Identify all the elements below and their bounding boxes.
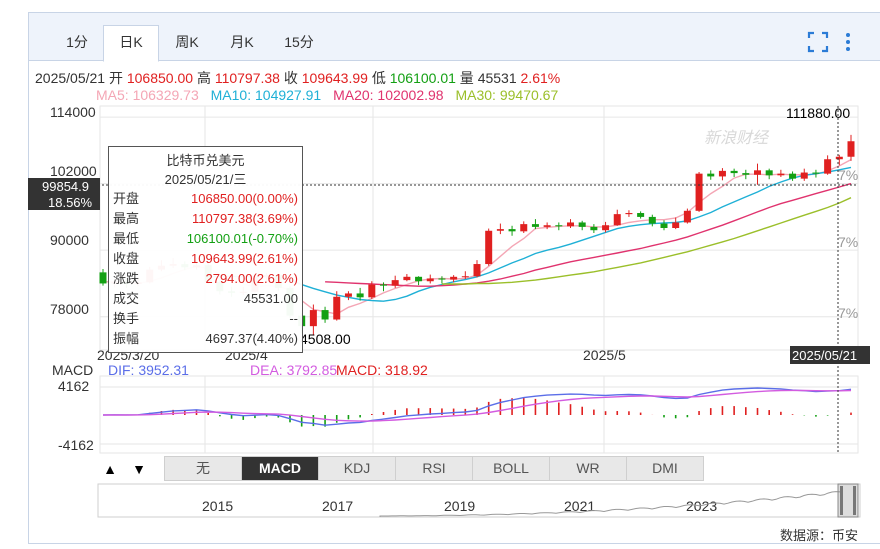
chart-frame: 1分 日K 周K 月K 15分 [28,12,880,544]
tooltip-value: 45531.00 [243,291,298,306]
tooltip-value: 109643.99(2.61%) [191,251,298,266]
tooltip-value: 2794.00(2.61%) [205,271,298,286]
data-source: 数据源：币安 [779,528,858,543]
tab-15min[interactable]: 15分 [284,34,314,50]
indicator-boll[interactable]: BOLL [473,457,550,480]
tab-daily[interactable]: 日K [103,25,159,62]
tooltip-key: 成交 [113,291,140,306]
info-pct: 2.61% [520,70,561,86]
tooltip-key: 开盘 [113,191,140,206]
tooltip-title: 比特币兑美元 [166,153,245,168]
tooltip-value: -- [289,311,298,326]
indicator-up-button[interactable]: ▲ [103,461,117,477]
ma-legend: MA5: 106329.73 MA10: 104927.91 MA20: 102… [96,87,566,103]
indicator-none[interactable]: 无 [165,457,242,480]
ma20-legend: MA20: 102002.98 [333,87,444,103]
tooltip-key: 涨跌 [113,271,140,286]
tooltip-key: 最高 [113,211,140,226]
tooltip-row: 涨跌 2794.00(2.61%) [109,269,302,289]
indicator-kdj[interactable]: KDJ [319,457,396,480]
indicator-rsi[interactable]: RSI [396,457,473,480]
tooltip-value: 106850.00(0.00%) [191,191,298,206]
tooltip-value: 110797.38(3.69%) [191,211,298,226]
info-close-label: 收 [283,70,298,86]
info-low: 106100.01 [389,70,456,86]
fullscreen-icon[interactable] [807,31,829,53]
tab-weekly[interactable]: 周K [175,34,199,50]
info-vol-label: 量 [459,70,474,86]
tooltip-row: 收盘 109643.99(2.61%) [109,249,302,269]
tooltip-key: 振幅 [113,331,140,346]
tooltip-row: 开盘 106850.00(0.00%) [109,189,302,209]
indicator-dmi[interactable]: DMI [652,460,678,476]
tooltip-row: 振幅 4697.37(4.40%) [109,329,302,349]
tooltip-value: 4697.37(4.40%) [205,331,298,346]
ma5-legend: MA5: 106329.73 [96,87,199,103]
tooltip-row: 最高 110797.38(3.69%) [109,209,302,229]
ma30-legend: MA30: 99470.67 [455,87,559,103]
info-vol: 45531 [477,70,517,86]
tab-1min[interactable]: 1分 [66,34,88,50]
more-icon[interactable] [840,31,856,53]
indicator-down-button[interactable]: ▼ [132,461,146,477]
info-open: 106850.00 [126,70,194,86]
info-date: 2025/05/21 [35,70,106,86]
tooltip-value: 106100.01(-0.70%) [186,231,298,246]
ohlc-info-line: 2025/05/21 开 106850.00 高 110797.38 收 109… [35,68,560,88]
period-tab-bar: 1分 日K 周K 月K 15分 [29,13,880,62]
tooltip-panel: 比特币兑美元 2025/05/21/三 开盘 106850.00(0.00%) 最高… [108,146,303,353]
ma10-legend: MA10: 104927.91 [210,87,322,103]
tooltip-key: 换手 [113,311,140,326]
info-low-label: 低 [371,70,386,86]
tooltip-date: 2025/05/21/三 [164,172,247,187]
info-open-label: 开 [108,70,123,86]
info-high-label: 高 [196,70,211,86]
tooltip-row: 成交 45531.00 [109,289,302,309]
tab-monthly[interactable]: 月K [230,34,254,50]
tooltip-row: 最低 106100.01(-0.70%) [109,229,302,249]
info-close: 109643.99 [301,70,368,86]
indicator-macd[interactable]: MACD [242,457,319,480]
indicator-wr[interactable]: WR [550,457,627,480]
info-high: 110797.38 [214,70,280,86]
tooltip-key: 最低 [113,231,140,246]
tooltip-row: 换手 -- [109,309,302,329]
indicator-tab-bar: 无 MACD KDJ RSI BOLL WR DMI [164,456,704,481]
tooltip-key: 收盘 [113,251,140,266]
